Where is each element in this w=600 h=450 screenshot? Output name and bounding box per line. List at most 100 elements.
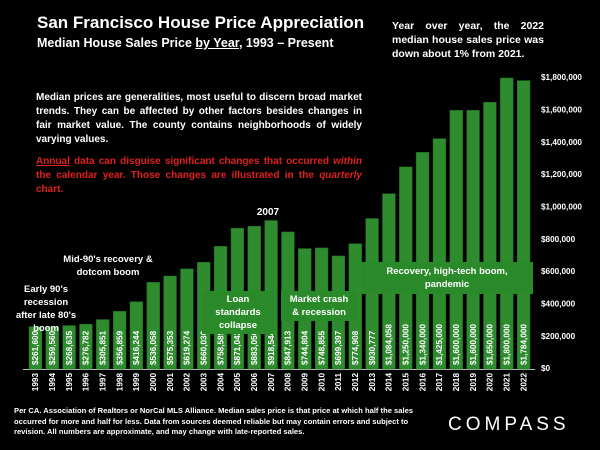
x-tick-label-2022: 2022 [519,373,528,392]
x-tick-label-1993: 1993 [31,373,40,392]
note-quarterly: quarterly [319,170,362,181]
bar-value-label-2009: $744,804 [300,330,309,365]
x-tick-label-2004: 2004 [216,373,225,392]
y-tick-label-3: $600,000 [541,267,576,276]
bar-2001 [163,275,177,370]
bar-2021 [500,77,514,370]
bar-value-label-2018: $1,600,000 [452,324,461,365]
y-tick-label-1: $200,000 [541,332,576,341]
yoy-callout: Year over year, the 2022 median house sa… [392,20,544,60]
y-tick-label-7: $1,400,000 [541,138,582,147]
bar-1997 [96,319,110,370]
bar-value-label-2017: $1,425,000 [435,324,444,365]
y-tick-label-4: $800,000 [541,235,576,244]
x-tick-label-1994: 1994 [48,373,57,392]
bar-value-label-2005: $871,042 [233,330,242,365]
x-tick-label-2011: 2011 [334,373,343,391]
x-tick-label-1995: 1995 [65,373,74,392]
bar-1996 [79,324,93,370]
bar-value-label-2013: $930,777 [368,330,377,365]
bar-value-label-2022: $1,784,000 [519,324,528,365]
bar-2000 [146,282,160,370]
annotation-recovery: Recovery, high-tech boom, pandemic [361,262,533,294]
bar-value-label-2015: $1,250,000 [401,324,410,365]
x-tick-label-1999: 1999 [132,373,141,392]
x-tick-label-2013: 2013 [368,373,377,392]
x-tick-label-2017: 2017 [435,373,444,392]
bar-value-label-2008: $847,913 [284,330,293,365]
x-tick-label-2018: 2018 [452,373,461,392]
annotation-2007: 2007 [256,207,280,218]
bar-2016 [415,152,430,370]
bar-value-label-2010: $748,855 [317,330,326,365]
subtitle-suffix: , 1993 – Present [238,36,334,50]
compass-logo: COMPASS [448,414,570,435]
x-tick-label-2007: 2007 [267,373,276,392]
note-text-c: chart. [36,184,64,195]
x-tick-label-2016: 2016 [418,373,427,392]
annotation-market-crash: Market crash & recession [281,291,357,321]
bar-2019 [466,110,480,370]
bar-value-label-2001: $575,353 [166,330,175,365]
y-tick-label-0: $0 [541,364,551,373]
y-tick-label-2: $400,000 [541,300,576,309]
x-tick-label-2019: 2019 [469,373,478,392]
x-tick-label-2005: 2005 [233,373,242,392]
subtitle-underlined: by Year [195,36,239,50]
bar-value-label-1997: $305,851 [98,330,107,365]
bar-2022 [516,80,531,370]
bar-1998 [112,311,127,370]
note-text-b: the calendar year. Those changes are ill… [36,170,320,181]
bar-value-label-1998: $356,859 [115,330,124,365]
bar-2002 [180,268,194,370]
source-footnote: Per CA. Association of Realtors or NorCa… [14,406,414,436]
annotation-loan-standards: Loan standards collapse [202,291,274,334]
subtitle-prefix: Median House Sales Price [37,36,196,50]
bar-1999 [129,301,144,370]
bar-value-label-2000: $536,058 [149,330,158,365]
x-tick-label-2006: 2006 [250,373,259,392]
bar-value-label-2004: $758,589 [216,330,225,365]
x-tick-label-1996: 1996 [82,373,91,392]
bar-value-label-1995: $268,635 [65,330,74,365]
bar-value-label-2014: $1,084,058 [385,324,394,365]
bar-2017 [432,138,447,370]
bar-value-label-1994: $259,560 [48,330,57,365]
bar-1993 [28,326,43,370]
x-tick-label-2010: 2010 [317,373,326,392]
y-tick-label-5: $1,000,000 [541,203,582,212]
bar-value-label-2019: $1,600,000 [469,324,478,365]
bar-value-label-1993: $261,600 [31,330,40,365]
bar-2018 [449,110,463,370]
median-note: Median prices are generalities, most use… [36,92,362,145]
bar-value-label-1996: $276,782 [82,330,91,365]
x-tick-label-2002: 2002 [183,373,192,392]
x-tick-label-2021: 2021 [502,373,511,392]
note-within: within [333,156,362,167]
bar-value-label-2003: $660,036 [199,330,208,365]
x-tick-label-2001: 2001 [166,373,175,392]
y-tick-label-9: $1,800,000 [541,73,582,82]
x-tick-label-1998: 1998 [115,373,124,392]
x-tick-label-2009: 2009 [300,373,309,392]
x-tick-label-2003: 2003 [199,373,208,392]
chart-subtitle: Median House Sales Price by Year, 1993 –… [37,36,333,50]
x-tick-label-2014: 2014 [385,373,394,392]
bar-value-label-2020: $1,650,000 [486,324,495,365]
x-tick-label-2000: 2000 [149,373,158,392]
bar-value-label-2007: $918,544 [267,330,276,365]
note-annual: Annual [36,156,70,167]
x-tick-label-2008: 2008 [284,373,293,392]
y-tick-label-8: $1,600,000 [541,106,582,115]
bar-value-label-2012: $774,908 [351,330,360,365]
bar-value-label-1999: $416,244 [132,330,141,365]
bar-value-label-2002: $619,274 [183,330,192,365]
x-tick-label-1997: 1997 [98,373,107,392]
bar-1995 [62,325,76,370]
annual-data-note: Annual data can disguise significant cha… [36,155,362,197]
bar-1994 [45,326,59,370]
bar-2020 [483,102,497,370]
bar-value-label-2011: $699,397 [334,330,343,365]
note-text-a: data can disguise significant changes th… [69,156,334,167]
